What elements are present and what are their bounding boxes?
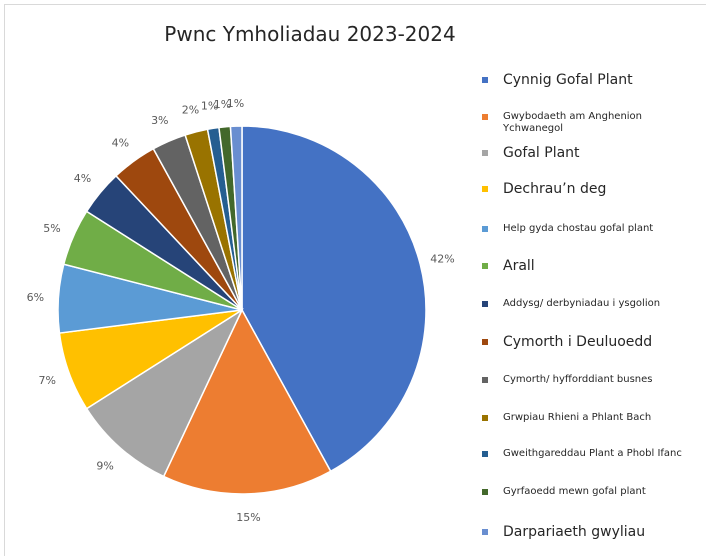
pie-slice-3: [85, 307, 244, 478]
pie-slice-label-2: 15%: [236, 511, 260, 524]
legend-swatch-4: [482, 186, 488, 192]
pie-slice-label-11: 1%: [201, 100, 218, 113]
pie-slice-label-5: 6%: [27, 291, 44, 304]
legend-item-3: Gofal Plant: [482, 145, 704, 162]
legend-label-11: Gweithgareddau Plant a Phobl Ifanc: [503, 448, 682, 459]
legend-label-6: Arall: [503, 258, 535, 274]
pie-slice-label-8: 4%: [112, 137, 129, 150]
legend-swatch-10: [482, 415, 488, 421]
legend-label-10: Grwpiau Rhieni a Phlant Bach: [503, 412, 652, 423]
legend-swatch-5: [482, 226, 488, 232]
pie-slice-label-4: 7%: [39, 374, 56, 387]
legend-label-5: Help gyda chostau gofal plant: [503, 223, 654, 234]
legend-swatch-2: [482, 114, 488, 120]
legend-swatch-3: [482, 150, 488, 156]
pie-slice-label-7: 4%: [74, 172, 91, 185]
legend-label-2: Gwybodaeth am Anghenion Ychwanegol: [503, 111, 643, 134]
legend-item-1: Cynnig Gofal Plant: [482, 72, 704, 89]
legend-item-10: Grwpiau Rhieni a Phlant Bach: [482, 412, 704, 424]
pie-slice-label-9: 3%: [151, 114, 168, 127]
legend-item-8: Cymorth i Deuluoedd: [482, 334, 704, 351]
legend-swatch-1: [482, 77, 488, 83]
legend-swatch-9: [482, 377, 488, 383]
pie-slice-2: [162, 308, 332, 495]
chart-frame: [4, 4, 706, 556]
legend-label-13: Darpariaeth gwyliau: [503, 524, 646, 540]
legend-swatch-8: [482, 339, 488, 345]
legend-swatch-11: [482, 451, 488, 457]
legend-label-12: Gyrfaoedd mewn gofal plant: [503, 486, 646, 497]
pie-slice-label-12: 1%: [214, 98, 231, 111]
pie-slice-label-3: 9%: [96, 459, 113, 472]
pie-slice-13: [229, 125, 243, 311]
pie-chart: 42%15%9%7%6%5%4%4%3%2% 1%1%1%: [27, 97, 455, 524]
legend-item-12: Gyrfaoedd mewn gofal plant: [482, 486, 704, 498]
legend-item-2: Gwybodaeth am Anghenion Ychwanegol: [482, 111, 704, 135]
legend-swatch-13: [482, 529, 488, 535]
legend-item-5: Help gyda chostau gofal plant: [482, 223, 704, 235]
legend-label-8: Cymorth i Deuluoedd: [503, 334, 653, 350]
legend-item-4: Dechrau’n deg: [482, 181, 704, 198]
pie-slice-label-6: 5%: [43, 222, 60, 235]
legend-swatch-12: [482, 489, 488, 495]
legend-item-13: Darpariaeth gwyliau: [482, 524, 704, 541]
legend-label-9: Cymorth/ hyfforddiant busnes: [503, 374, 653, 385]
chart-title: Pwnc Ymholiadau 2023-2024: [164, 22, 456, 46]
legend-item-7: Addysg/ derbyniadau i ysgolion: [482, 298, 704, 310]
pie-slice-1: [241, 125, 427, 473]
legend-item-11: Gweithgareddau Plant a Phobl Ifanc: [482, 448, 704, 460]
legend-label-1: Cynnig Gofal Plant: [503, 72, 633, 88]
legend-item-6: Arall: [482, 258, 704, 275]
legend-label-3: Gofal Plant: [503, 145, 580, 161]
legend-item-9: Cymorth/ hyfforddiant busnes: [482, 374, 704, 386]
pie-slice-label-13: 1%: [227, 97, 244, 110]
legend-swatch-6: [482, 263, 488, 269]
legend-label-7: Addysg/ derbyniadau i ysgolion: [503, 298, 661, 309]
legend-swatch-7: [482, 301, 488, 307]
legend-label-4: Dechrau’n deg: [503, 181, 607, 197]
pie-slice-label-1: 42%: [430, 253, 454, 266]
pie-slice-label-10: 2%: [182, 104, 199, 117]
